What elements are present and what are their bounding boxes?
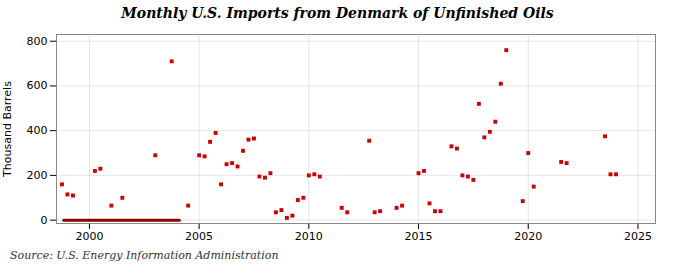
html-text:Source: U.S. Energy Informatio: Source: U.S. Energy Information Administ… bbox=[10, 249, 279, 262]
svg-text:Thousand Barrels: Thousand Barrels bbox=[1, 81, 14, 178]
svg-text:2005: 2005 bbox=[185, 230, 213, 243]
svg-text:600: 600 bbox=[27, 79, 48, 92]
html-text:Monthly U.S. Imports from Denm: Monthly U.S. Imports from Denmark of Unf… bbox=[121, 5, 554, 21]
svg-text:2020: 2020 bbox=[514, 230, 542, 243]
svg-text:2010: 2010 bbox=[295, 230, 323, 243]
svg-text:2025: 2025 bbox=[624, 230, 652, 243]
svg-text:400: 400 bbox=[27, 124, 48, 137]
svg-text:2000: 2000 bbox=[75, 230, 103, 243]
svg-text:200: 200 bbox=[27, 169, 48, 182]
svg-text:800: 800 bbox=[27, 35, 48, 48]
svg-text:2015: 2015 bbox=[405, 230, 433, 243]
svg-text:0: 0 bbox=[41, 214, 48, 227]
